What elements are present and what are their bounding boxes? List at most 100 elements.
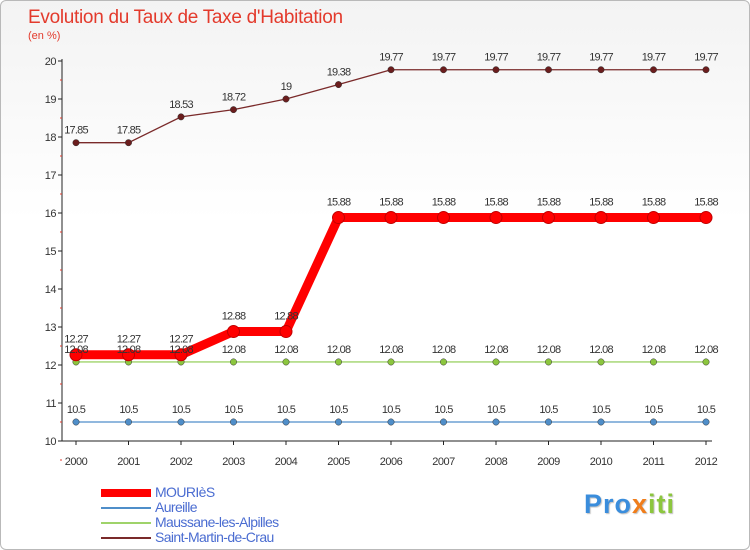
data-point (594, 211, 608, 225)
data-label: 12.08 (222, 344, 246, 356)
data-point (69, 348, 83, 362)
legend-item-aureille[interactable]: Aureille (101, 500, 279, 515)
x-tick-label: 2003 (222, 456, 245, 468)
data-label: 10.5 (67, 404, 86, 416)
data-point (177, 418, 185, 426)
data-label: 10.5 (697, 404, 716, 416)
proxiti-logo: Proxiti (584, 489, 676, 519)
data-label: 19 (281, 81, 292, 93)
data-point (440, 66, 447, 74)
data-point (387, 418, 395, 426)
data-label: 19.77 (694, 52, 718, 64)
x-tick-label: 2006 (380, 456, 403, 468)
data-point (282, 95, 290, 103)
data-label: 19.38 (327, 67, 351, 79)
y-tick-label: 15 (45, 246, 57, 258)
y-tick-label: 11 (46, 398, 57, 410)
data-label: 10.5 (382, 404, 401, 416)
data-point (437, 211, 450, 225)
data-label: 15.88 (379, 197, 403, 209)
y-tick-label: 19 (45, 94, 57, 106)
y-tick-label: 18 (45, 132, 57, 144)
x-tick-label: 2001 (117, 456, 140, 468)
data-point (489, 211, 503, 225)
data-point (72, 139, 80, 147)
data-label: 15.88 (432, 197, 456, 209)
data-label: 18.72 (222, 92, 246, 104)
data-point (650, 358, 657, 366)
legend-swatch-aureille (101, 506, 151, 509)
data-point (230, 358, 237, 366)
data-label: 10.5 (592, 404, 611, 416)
data-label: 10.5 (644, 404, 663, 416)
legend-swatch-mouries (101, 488, 151, 497)
data-label: 19.77 (537, 52, 561, 64)
data-point (174, 348, 188, 362)
data-label: 12.08 (274, 344, 298, 356)
data-label: 12.08 (537, 344, 561, 356)
y-tick-label: 12 (45, 360, 57, 372)
data-label: 10.5 (434, 404, 453, 416)
legend-label: MOURIèS (155, 484, 215, 500)
data-point (492, 358, 500, 366)
data-point (230, 418, 237, 426)
x-tick-label: 2009 (537, 456, 560, 468)
x-tick-label: 2008 (485, 456, 508, 468)
x-tick-label: 2012 (695, 456, 718, 468)
x-tick-label: 2011 (643, 456, 665, 468)
data-label: 15.88 (484, 197, 508, 209)
data-point (440, 358, 447, 366)
y-tick-label: 20 (45, 56, 57, 68)
data-label: 17.85 (64, 125, 88, 137)
data-label: 12.08 (169, 344, 193, 356)
data-point (650, 418, 657, 426)
data-label: 12.08 (117, 344, 141, 356)
data-point (332, 211, 345, 225)
data-label: 15.88 (589, 197, 613, 209)
data-label: 12.88 (274, 311, 298, 323)
data-point (597, 66, 605, 74)
data-labels: 17.85 17.85 18.53 18.72 19 19.38 19.77 19.77 19.… (64, 52, 719, 416)
data-label: 19.77 (432, 52, 456, 64)
chart-subtitle: (en %) (28, 30, 61, 42)
data-point (702, 418, 710, 426)
data-label: 19.77 (642, 52, 666, 64)
data-point (177, 113, 185, 121)
x-tick-label: 2010 (590, 456, 613, 468)
data-label: 12.08 (694, 344, 718, 356)
legend-item-mouries[interactable]: MOURIèS (101, 485, 279, 500)
data-label: 10.5 (277, 404, 296, 416)
legend-swatch-saint-martin (101, 536, 151, 539)
data-label: 15.88 (537, 197, 561, 209)
y-tick-label: 13 (45, 322, 57, 334)
legend-item-saint-martin[interactable]: Saint-Martin-de-Crau (101, 530, 279, 545)
x-tick-label: 2000 (65, 456, 88, 468)
data-label: 12.27 (169, 334, 193, 346)
data-point (702, 358, 710, 366)
data-point (227, 325, 240, 339)
data-label: 12.08 (64, 344, 88, 356)
data-label: 12.08 (327, 344, 351, 356)
data-point (545, 418, 552, 426)
data-label: 12.27 (64, 334, 88, 346)
y-tick-label: 10 (45, 436, 57, 448)
data-label: 10.5 (224, 404, 243, 416)
data-point (282, 418, 290, 426)
data-point (650, 66, 657, 74)
data-label: 19.77 (589, 52, 613, 64)
data-point (647, 211, 660, 225)
data-label: 12.08 (642, 344, 666, 356)
legend-item-maussane[interactable]: Maussane-les-Alpilles (101, 515, 279, 530)
data-label: 12.08 (432, 344, 456, 356)
x-tick-label: 2007 (432, 456, 455, 468)
data-label: 12.88 (222, 311, 246, 323)
data-label: 12.08 (589, 344, 613, 356)
data-point (702, 66, 710, 74)
series-layer (69, 66, 713, 426)
data-point (492, 66, 500, 74)
data-point (125, 418, 132, 426)
data-point (542, 211, 555, 225)
data-point (387, 358, 395, 366)
